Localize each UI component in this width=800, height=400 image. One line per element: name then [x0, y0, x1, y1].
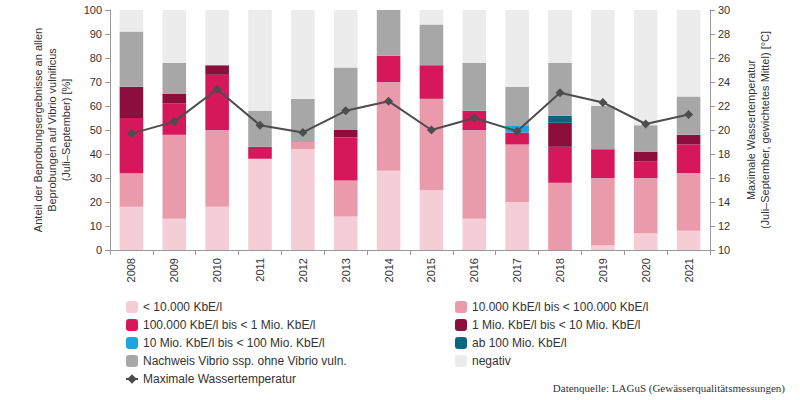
svg-text:40: 40 [90, 148, 102, 160]
svg-text:30: 30 [90, 172, 102, 184]
svg-text:100.000 KbE/l bis < 1 Mio. KbE: 100.000 KbE/l bis < 1 Mio. KbE/l [143, 318, 315, 332]
svg-text:30: 30 [718, 4, 730, 16]
svg-text:100: 100 [84, 4, 102, 16]
svg-text:1 Mio. KbE/l bis < 10 Mio. KbE: 1 Mio. KbE/l bis < 10 Mio. KbE/l [472, 318, 640, 332]
svg-text:2011: 2011 [254, 258, 266, 282]
svg-text:2020: 2020 [640, 258, 652, 282]
svg-text:2018: 2018 [554, 258, 566, 282]
svg-text:2021: 2021 [683, 258, 695, 282]
svg-text:60: 60 [90, 100, 102, 112]
svg-text:2012: 2012 [297, 258, 309, 282]
svg-text:Maximale Wassertemperatur: Maximale Wassertemperatur [745, 60, 757, 201]
svg-text:16: 16 [718, 172, 730, 184]
svg-text:10: 10 [718, 244, 730, 256]
svg-text:20: 20 [718, 124, 730, 136]
svg-text:2013: 2013 [340, 258, 352, 282]
svg-text:Datenquelle: LAGuS (Gewässerqu: Datenquelle: LAGuS (Gewässerqualitätsmes… [553, 382, 785, 395]
svg-text:Beprobungen auf Vibrio vulnifi: Beprobungen auf Vibrio vulnificus [46, 48, 58, 212]
svg-text:2015: 2015 [425, 258, 437, 282]
svg-text:10: 10 [90, 220, 102, 232]
svg-text:26: 26 [718, 52, 730, 64]
svg-text:12: 12 [718, 220, 730, 232]
svg-text:2017: 2017 [511, 258, 523, 282]
svg-text:80: 80 [90, 52, 102, 64]
svg-text:20: 20 [90, 196, 102, 208]
svg-text:24: 24 [718, 76, 730, 88]
svg-text:2016: 2016 [468, 258, 480, 282]
svg-text:2008: 2008 [125, 258, 137, 282]
svg-text:2010: 2010 [211, 258, 223, 282]
svg-text:18: 18 [718, 148, 730, 160]
svg-text:ab 100 Mio. KbE/l: ab 100 Mio. KbE/l [472, 336, 567, 350]
svg-text:negativ: negativ [472, 354, 511, 368]
svg-text:10 Mio. KbE/l bis < 100 Mio. K: 10 Mio. KbE/l bis < 100 Mio. KbE/l [143, 336, 325, 350]
svg-text:50: 50 [90, 124, 102, 136]
svg-text:22: 22 [718, 100, 730, 112]
svg-text:(Juli–September) [%]: (Juli–September) [%] [60, 79, 72, 182]
svg-text:14: 14 [718, 196, 730, 208]
svg-text:90: 90 [90, 28, 102, 40]
svg-text:0: 0 [96, 244, 102, 256]
svg-text:< 10.000 KbE/l: < 10.000 KbE/l [143, 300, 222, 314]
svg-text:Maximale Wassertemperatur: Maximale Wassertemperatur [143, 372, 296, 386]
svg-text:2014: 2014 [383, 258, 395, 282]
svg-text:2019: 2019 [597, 258, 609, 282]
svg-text:70: 70 [90, 76, 102, 88]
svg-text:2009: 2009 [168, 258, 180, 282]
svg-text:10.000 KbE/l bis < 100.000 KbE: 10.000 KbE/l bis < 100.000 KbE/l [472, 300, 648, 314]
svg-text:(Juli–September, gewichtetes M: (Juli–September, gewichtetes Mittel) [°C… [759, 31, 771, 229]
svg-text:Anteil der Beprobungsergebniss: Anteil der Beprobungsergebnisse an allen [32, 28, 44, 232]
svg-text:28: 28 [718, 28, 730, 40]
svg-text:Nachweis Vibrio ssp. ohne Vibr: Nachweis Vibrio ssp. ohne Vibrio vuln. [143, 354, 347, 368]
